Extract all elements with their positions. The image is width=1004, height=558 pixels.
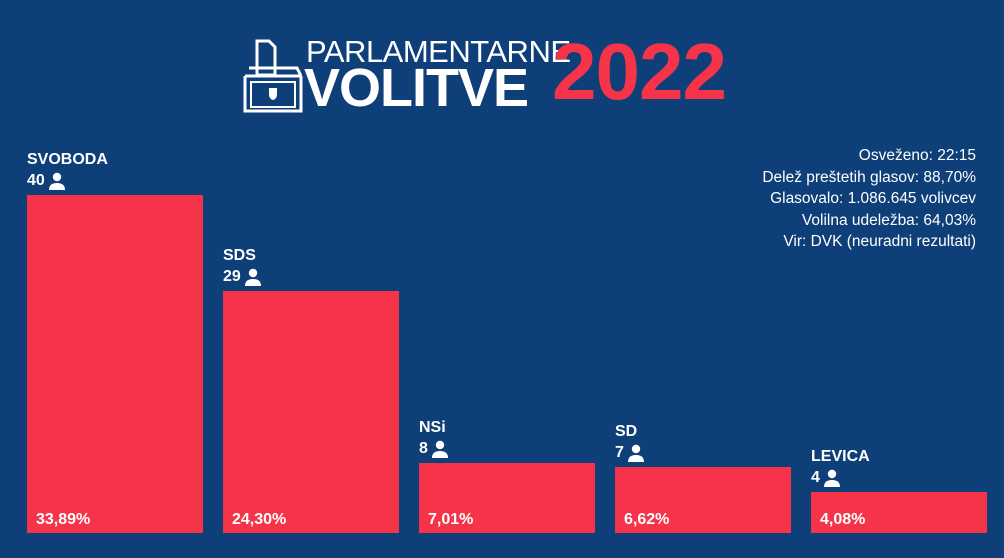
seat-count-value: 4	[811, 469, 820, 487]
party-name: SDS	[223, 246, 256, 264]
party-name: LEVICA	[811, 448, 870, 466]
bar-levica: 4,08%	[811, 492, 987, 533]
seat-count-value: 8	[419, 440, 428, 458]
bar-svoboda: 33,89%	[27, 195, 203, 533]
turnout: Volilna udeležba: 64,03%	[801, 211, 976, 229]
title-year: 2022	[552, 27, 727, 116]
seat-count-value: 7	[615, 443, 624, 461]
person-icon	[823, 470, 840, 488]
counted-share: Delež preštetih glasov: 88,70%	[762, 168, 976, 186]
person-icon	[244, 268, 261, 286]
title-line1: PARLAMENTARNE	[306, 34, 571, 69]
seat-count: 4	[811, 469, 841, 488]
seat-count: 40	[27, 172, 66, 190]
bar-value-label: 24,30%	[232, 510, 287, 528]
seat-count-value: 40	[27, 172, 45, 189]
refreshed-time: Osveženo: 22:15	[858, 147, 976, 164]
bar-value-label: 33,89%	[36, 511, 91, 528]
bar-value-label: 4,08%	[820, 510, 866, 528]
person-icon	[627, 444, 644, 462]
voters-count: Glasovalo: 1.086.645 volivcev	[770, 190, 976, 207]
bar-sd: 6,62%	[615, 466, 791, 533]
party-name: SD	[615, 422, 638, 440]
seat-count-value: 29	[223, 267, 241, 285]
bar-nsi: 7,01%	[419, 463, 595, 533]
bar-value-label: 7,01%	[428, 510, 474, 528]
seat-count: 8	[419, 440, 449, 459]
person-icon	[48, 172, 65, 190]
seat-count: 7	[615, 444, 645, 462]
party-name: SVOBODA	[27, 151, 108, 168]
person-icon	[431, 440, 448, 459]
info-panel: Osveženo: 22:15 Delež preštetih glasov: …	[762, 145, 976, 253]
bar-value-label: 6,62%	[624, 510, 670, 528]
title-line2: VOLITVE	[304, 58, 529, 118]
party-name: NSi	[419, 419, 446, 437]
bar-sds: 24,30%	[223, 290, 399, 533]
seat-count: 29	[223, 268, 262, 286]
source: Vir: DVK (neuradni rezultati)	[783, 233, 976, 250]
ballot-box-icon	[243, 39, 303, 113]
